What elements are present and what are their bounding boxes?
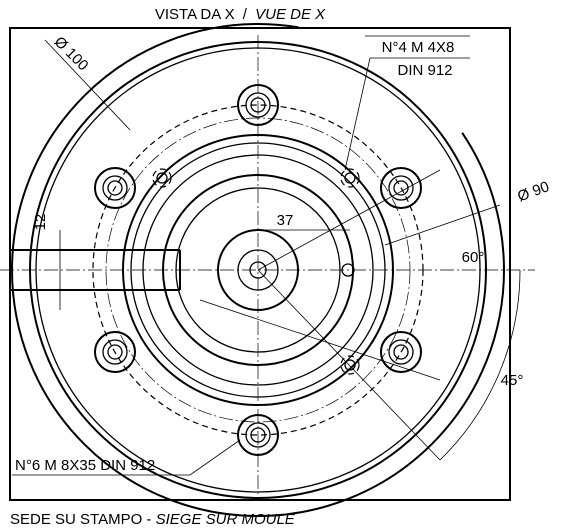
title: VISTA DA X / VUE DE X (155, 6, 326, 23)
dim-label: 12 (32, 214, 49, 231)
dim-label: Ø 90 (515, 178, 551, 205)
note: DIN 912 (397, 62, 452, 79)
angle-label: 45° (501, 372, 524, 389)
angle-label: 60° (462, 249, 485, 266)
drawing-line (345, 173, 355, 183)
footer-fr: SIEGE SUR MOULE (156, 511, 296, 528)
geometry (0, 24, 535, 516)
footer-it: SEDE SU STAMPO - (10, 511, 151, 528)
drawing: VISTA DA X / VUE DE X Ø 100 N°4 M 4X8 DI… (0, 0, 566, 530)
drawing-line (341, 356, 359, 374)
title-sep: / (243, 6, 248, 23)
note: N°6 M 8X35 DIN 912 (15, 457, 155, 474)
title-it: VISTA DA X (155, 6, 235, 23)
footer: SEDE SU STAMPO - SIEGE SUR MOULE (10, 511, 296, 528)
drawing-line (153, 169, 171, 187)
dim-label: 37 (277, 212, 294, 229)
note: N°4 M 4X8 (382, 39, 455, 56)
title-fr: VUE DE X (255, 6, 326, 23)
